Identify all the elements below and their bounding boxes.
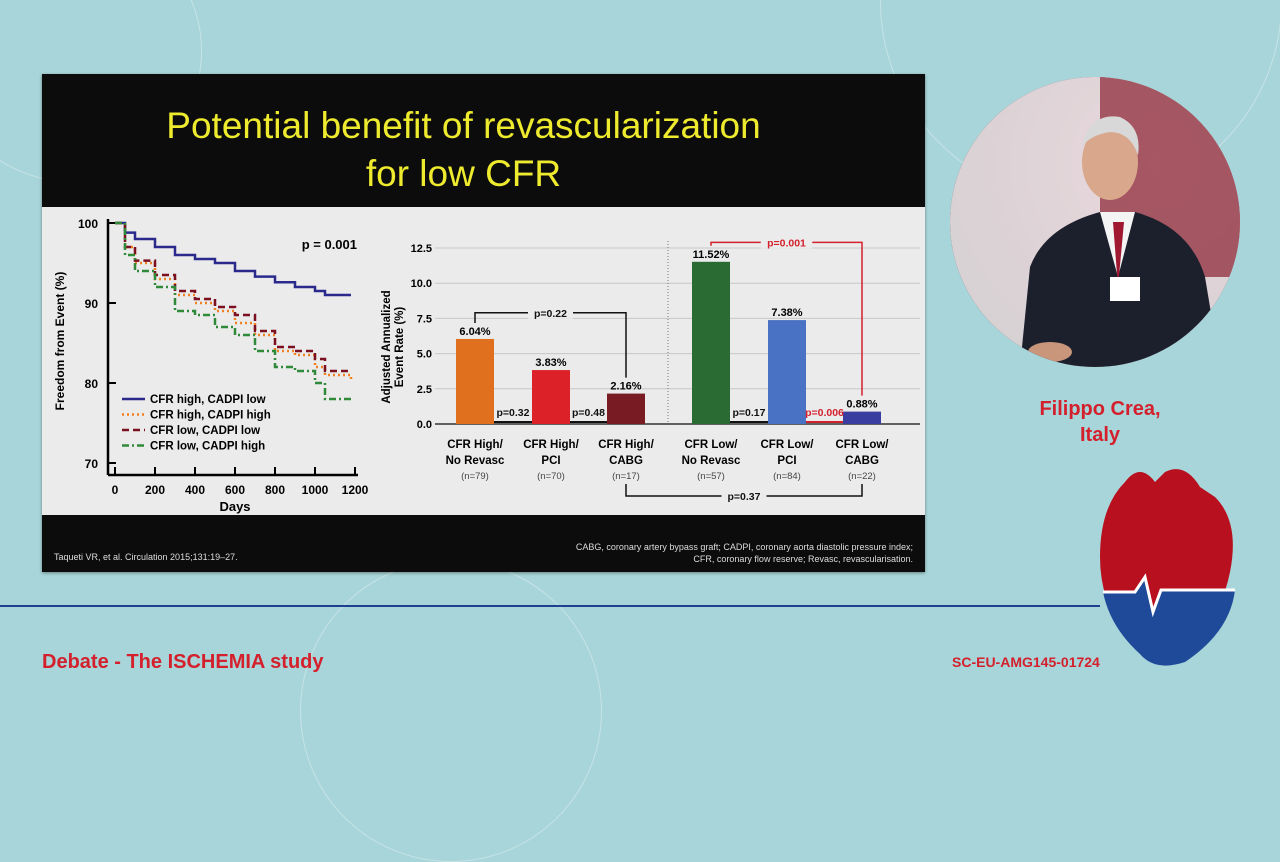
- category-label: CABG: [845, 455, 879, 467]
- x-tick-label: 600: [225, 483, 245, 497]
- comparison-p-value: p=0.22: [534, 308, 567, 320]
- speaker-video: [950, 77, 1240, 367]
- comparison-p-value: p=0.32: [497, 407, 530, 419]
- abbreviations-line-2: CFR, coronary flow reserve; Revasc, reva…: [693, 554, 913, 564]
- y-tick-label: 80: [85, 377, 99, 391]
- y-tick-label: 7.5: [417, 313, 432, 325]
- legend-label: CFR high, CADPI low: [150, 394, 266, 406]
- km-curve-0: [115, 221, 351, 297]
- comparison-p-value: p=0.37: [728, 491, 761, 503]
- category-label: No Revasc: [682, 455, 741, 467]
- y-tick-label: 100: [78, 217, 98, 231]
- presentation-slide: Potential benefit of revascularization f…: [42, 74, 925, 572]
- y-axis-label-1: Adjusted Annualized: [381, 290, 393, 403]
- title-line-1: Potential benefit of revascularization: [166, 105, 761, 146]
- bar: [456, 338, 494, 424]
- comparison-p-value: p=0.006: [805, 407, 844, 419]
- category-label: PCI: [541, 455, 560, 467]
- category-label: CFR High/: [598, 439, 654, 451]
- bar-value-label: 7.38%: [771, 307, 802, 319]
- bar-value-label: 11.52%: [693, 249, 730, 261]
- x-tick-label: 200: [145, 483, 165, 497]
- category-label: CFR Low/: [760, 439, 814, 451]
- speaker-country: Italy: [1079, 424, 1121, 446]
- chart-area: 70 80 90 100 0 200 400 600 800 1000 1200 Days Freedo…: [42, 207, 925, 515]
- category-label: No Revasc: [446, 455, 505, 467]
- y-tick-label: 2.5: [417, 384, 432, 396]
- y-tick-label: 10.0: [411, 278, 432, 290]
- divider-line: [0, 605, 1100, 607]
- abbreviations-line-1: CABG, coronary artery bypass graft; CADP…: [575, 542, 913, 552]
- legend-label: CFR low, CADPI low: [150, 425, 260, 437]
- bar-value-label: 3.83%: [535, 357, 566, 369]
- x-axis-label: Days: [219, 499, 250, 514]
- event-title: Debate - The ISCHEMIA study: [42, 651, 324, 673]
- comparison-p-value: p=0.001: [767, 237, 806, 249]
- x-tick-label: 1000: [302, 483, 329, 497]
- bar: [768, 320, 806, 424]
- citation: Taqueti VR, et al. Circulation 2015;131:…: [54, 552, 238, 562]
- y-tick-label: 5.0: [417, 349, 432, 361]
- bar: [692, 261, 730, 424]
- document-code: SC-EU-AMG145-01724: [952, 654, 1100, 670]
- event-rate-bar-chart: 0.0 2.5 5.0 7.5 10.0 12.5 Adjusted Annualized E…: [381, 236, 920, 503]
- slide-title: Potential benefit of revascularization f…: [42, 102, 925, 198]
- legend-label: CFR low, CADPI high: [150, 441, 265, 453]
- comparison-p-value: p=0.48: [572, 407, 605, 419]
- speaker-name-line-1: Filippo Crea,: [1039, 398, 1161, 420]
- speaker-name: Filippo Crea, Italy: [1000, 396, 1200, 448]
- bar: [532, 370, 570, 424]
- km-curve-1: [115, 221, 353, 379]
- speaker-silhouette: [950, 77, 1240, 367]
- category-n: (n=79): [461, 471, 489, 482]
- category-label: PCI: [777, 455, 796, 467]
- x-tick-label: 800: [265, 483, 285, 497]
- bracket-label-bg: [528, 306, 573, 319]
- bracket-label-bg: [760, 236, 813, 249]
- y-tick-label: 70: [85, 457, 99, 471]
- bar-value-label: 6.04%: [459, 326, 490, 338]
- p-value-annotation: p = 0.001: [302, 237, 357, 252]
- category-label: CFR High/: [447, 439, 503, 451]
- category-n: (n=22): [848, 471, 876, 482]
- bar-value-label: 2.16%: [610, 381, 641, 393]
- category-n: (n=17): [612, 471, 640, 482]
- x-tick-label: 1200: [342, 483, 369, 497]
- km-curve-2: [115, 221, 351, 373]
- y-axis-label-2: Event Rate (%): [394, 307, 406, 388]
- heart-logo: [1100, 469, 1235, 666]
- legend-label: CFR high, CADPI high: [150, 410, 271, 422]
- bar-value-label: 0.88%: [846, 399, 877, 411]
- y-tick-label: 0.0: [417, 419, 432, 431]
- bar: [607, 393, 645, 424]
- category-label: CABG: [609, 455, 643, 467]
- category-n: (n=84): [773, 471, 801, 482]
- x-tick-label: 0: [112, 483, 119, 497]
- y-tick-label: 90: [85, 297, 99, 311]
- y-axis-label: Freedom from Event (%): [53, 272, 67, 411]
- category-label: CFR Low/: [684, 439, 738, 451]
- category-n: (n=70): [537, 471, 565, 482]
- abbreviations: CABG, coronary artery bypass graft; CADP…: [576, 541, 913, 565]
- category-label: CFR Low/: [835, 439, 889, 451]
- km-curve-3: [115, 221, 351, 401]
- category-n: (n=57): [697, 471, 725, 482]
- title-line-2: for low CFR: [365, 153, 562, 194]
- y-tick-label: 12.5: [411, 243, 432, 255]
- category-label: CFR High/: [523, 439, 579, 451]
- x-tick-label: 400: [185, 483, 205, 497]
- bar: [843, 411, 881, 424]
- bracket-label-bg: [721, 490, 767, 502]
- comparison-p-value: p=0.17: [733, 407, 766, 419]
